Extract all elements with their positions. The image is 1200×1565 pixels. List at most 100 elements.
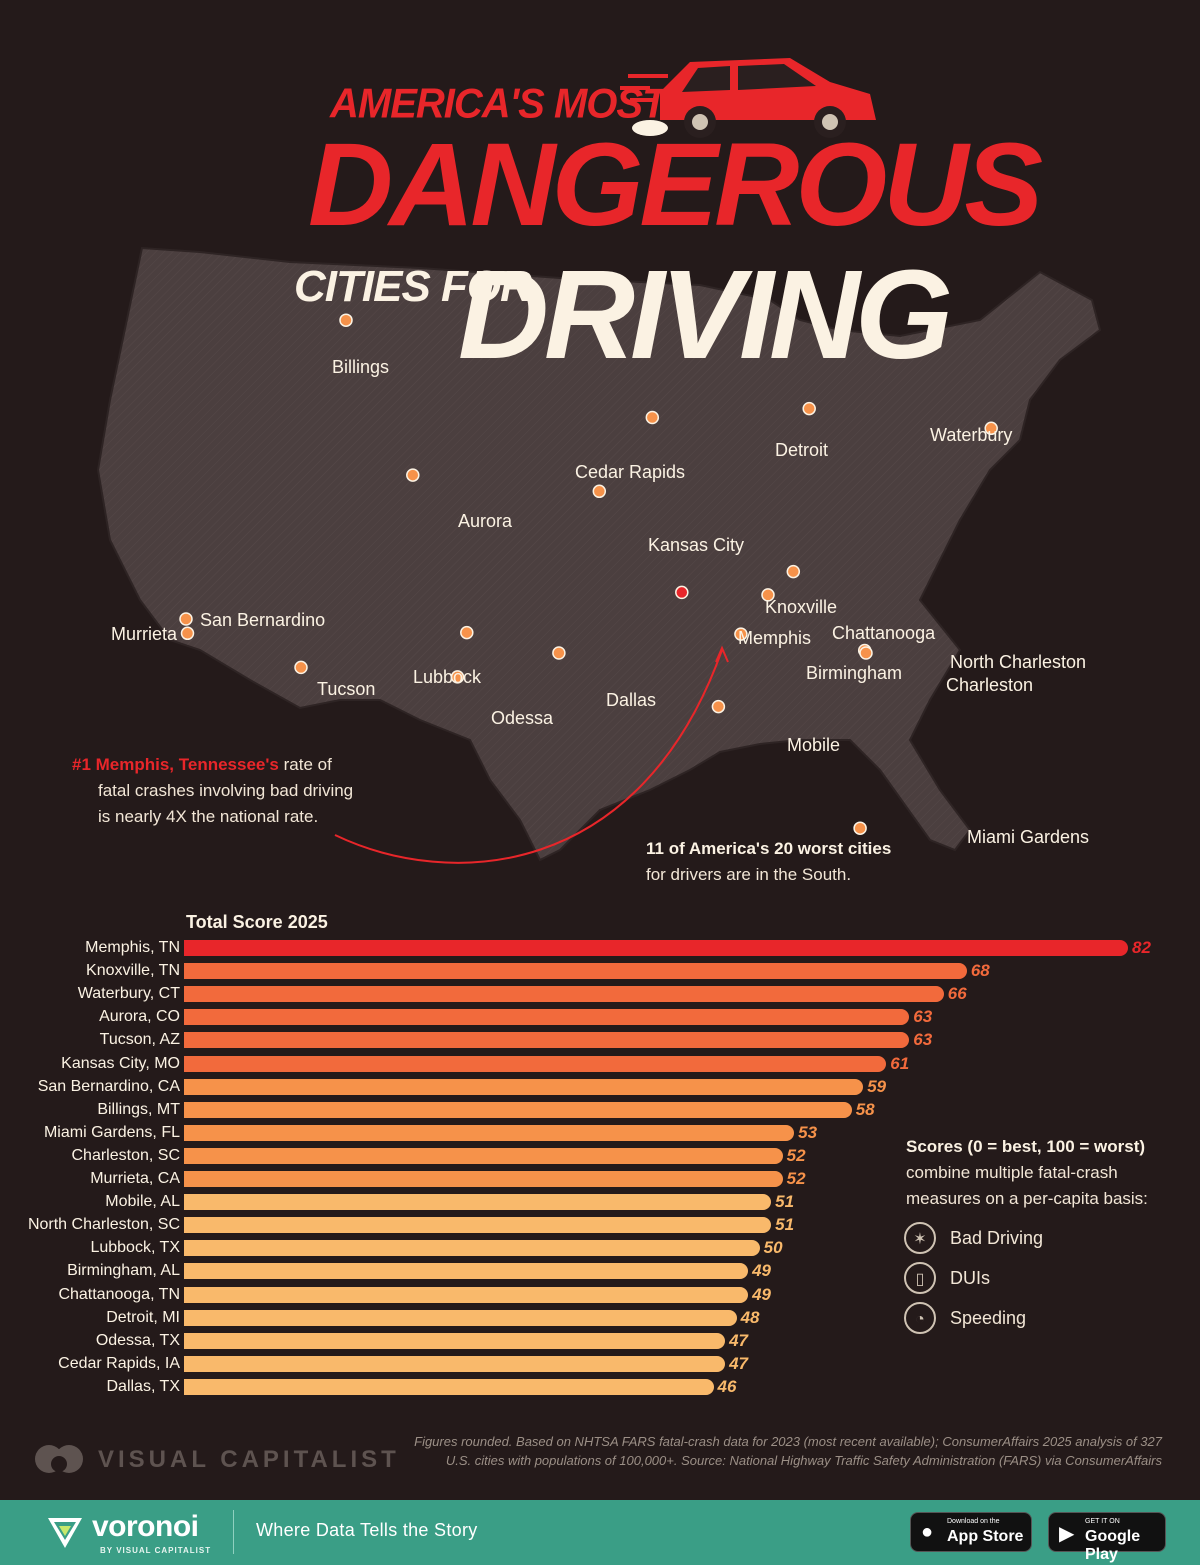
bar-row: San Bernardino, CA 59 <box>0 1077 1200 1097</box>
city-marker <box>675 585 689 600</box>
city-label-chattanooga: Chattanooga <box>832 623 936 643</box>
bar-value-label: 66 <box>947 984 967 1004</box>
bar-value-label: 82 <box>1132 938 1151 957</box>
app-store-small: Download on the <box>947 1518 1000 1525</box>
city-marker <box>734 627 748 641</box>
bar-label: Billings, MT <box>97 1100 180 1118</box>
google-play-label: Google Play <box>1085 1528 1141 1563</box>
city-label-mobile: Mobile <box>787 735 841 755</box>
bar <box>184 1055 887 1072</box>
score-legend: Scores (0 = best, 100 = worst) combine m… <box>906 1134 1176 1212</box>
bar <box>184 1355 726 1372</box>
bar-value-label: 61 <box>890 1053 910 1073</box>
city-marker <box>711 699 726 714</box>
city-marker <box>592 484 607 499</box>
gulf-arrow <box>334 649 723 864</box>
bar-value-label: 49 <box>752 1284 772 1304</box>
bar <box>184 1263 749 1280</box>
city-label-miami-gardens: Miami Gardens <box>967 827 1090 847</box>
bar-label: Waterbury, CT <box>77 985 180 1003</box>
legend-item-speeding: Speeding <box>950 1308 1027 1328</box>
city-marker <box>460 625 474 640</box>
city-label-birmingham: Birmingham <box>806 663 903 683</box>
city-label-tucson: Tucson <box>317 679 376 699</box>
google-play-small: GET IT ON <box>1085 1518 1120 1525</box>
city-marker <box>180 626 195 641</box>
city-label-billings: Billings <box>332 357 390 377</box>
bar-row: Kansas City, MO 61 <box>0 1054 1200 1074</box>
bottle-icon: ▯ <box>904 1262 936 1294</box>
app-store-button[interactable]: ● Download on the App Store <box>910 1512 1032 1552</box>
legend-line-3: measures on a per-capita basis: <box>906 1189 1148 1208</box>
bar-row: Dallas, TX 46 <box>0 1377 1200 1397</box>
city-label-aurora: Aurora <box>458 511 513 531</box>
city-marker <box>552 646 566 660</box>
city-markers <box>179 313 998 835</box>
bar-label: San Bernardino, CA <box>37 1077 180 1095</box>
footer-bar: voronoi BY VISUAL CAPITALIST Where Data … <box>0 1500 1200 1565</box>
footer-divider <box>233 1510 234 1554</box>
source-line-2: U.S. cities with populations of 100,000+… <box>445 1453 1162 1468</box>
bar-value-label: 52 <box>786 1169 806 1188</box>
bar <box>184 1240 760 1257</box>
bar <box>184 1124 795 1141</box>
chart-title: Total Score 2025 <box>186 912 328 932</box>
bar <box>184 1378 714 1395</box>
bar-value-label: 49 <box>752 1261 772 1281</box>
bar-label: Birmingham, AL <box>67 1262 180 1280</box>
city-marker <box>406 468 420 482</box>
city-marker <box>179 612 193 626</box>
bar-label: Kansas City, MO <box>61 1054 180 1072</box>
bar-row: Memphis, TN 82 <box>0 938 1200 958</box>
bar-row: Aurora, CO 63 <box>0 1007 1200 1027</box>
bar-value-label: 47 <box>729 1330 748 1350</box>
bar-label: Odessa, TX <box>95 1331 180 1349</box>
bar-row: Tucson, AZ 63 <box>0 1030 1200 1050</box>
bar-value-label: 53 <box>798 1122 818 1142</box>
voronoi-logo-icon <box>48 1518 82 1548</box>
speedometer-icon: ◔ <box>904 1302 936 1334</box>
city-marker <box>294 660 308 675</box>
footer-tagline: Where Data Tells the Story <box>256 1520 478 1540</box>
us-map <box>96 246 1102 864</box>
bar-value-label: 46 <box>717 1376 737 1396</box>
city-label-knoxville: Knoxville <box>765 597 838 617</box>
bar-value-label: 52 <box>786 1145 806 1165</box>
city-label-murrieta: Murrieta <box>111 624 178 644</box>
bar <box>184 1286 749 1303</box>
bar <box>184 940 1128 956</box>
city-label-north-charleston: North Charleston <box>950 652 1087 672</box>
memphis-line-2: fatal crashes involving bad driving <box>98 781 354 800</box>
bar-row: Billings, MT 58 <box>0 1100 1200 1120</box>
bar-value-label: 59 <box>867 1076 887 1096</box>
bar <box>184 1032 910 1049</box>
bar-value-label: 63 <box>913 1030 933 1050</box>
bar <box>184 986 944 1003</box>
title-line-4: DRIVING <box>458 244 953 385</box>
visual-capitalist-wordmark: VISUAL CAPITALIST <box>98 1446 400 1473</box>
title-line-2: DANGEROUS <box>308 119 1043 251</box>
play-icon: ▶ <box>1059 1523 1075 1545</box>
memphis-annotation: #1 Memphis, Tennessee's rate of fatal cr… <box>72 752 372 830</box>
legend-item-duis: DUIs <box>950 1268 990 1288</box>
bar <box>184 1194 772 1211</box>
bar-row: Chattanooga, TN 49 <box>0 1285 1200 1305</box>
crash-icon: ✶ <box>904 1222 936 1254</box>
bar <box>184 1101 852 1118</box>
bar <box>184 1309 737 1326</box>
title-line-3: CITIES FOR <box>294 262 532 311</box>
city-marker <box>859 646 873 660</box>
bar-label: Charleston, SC <box>71 1146 181 1164</box>
city-marker <box>339 313 353 327</box>
legend-item-bad-driving: Bad Driving <box>950 1228 1044 1248</box>
bar-value-label: 58 <box>855 1099 875 1119</box>
bar-label: North Charleston, SC <box>27 1216 180 1234</box>
voronoi-wordmark[interactable]: voronoi <box>92 1510 199 1543</box>
bar-value-label: 50 <box>763 1238 783 1258</box>
bar <box>184 1009 910 1026</box>
south-bold: 11 of America's 20 worst cities <box>646 839 892 858</box>
bar-row: Odessa, TX 47 <box>0 1331 1200 1351</box>
bar-label: Mobile, AL <box>105 1193 180 1211</box>
bar-value-label: 68 <box>970 961 990 981</box>
google-play-button[interactable]: ▶ GET IT ON Google Play <box>1048 1512 1166 1563</box>
